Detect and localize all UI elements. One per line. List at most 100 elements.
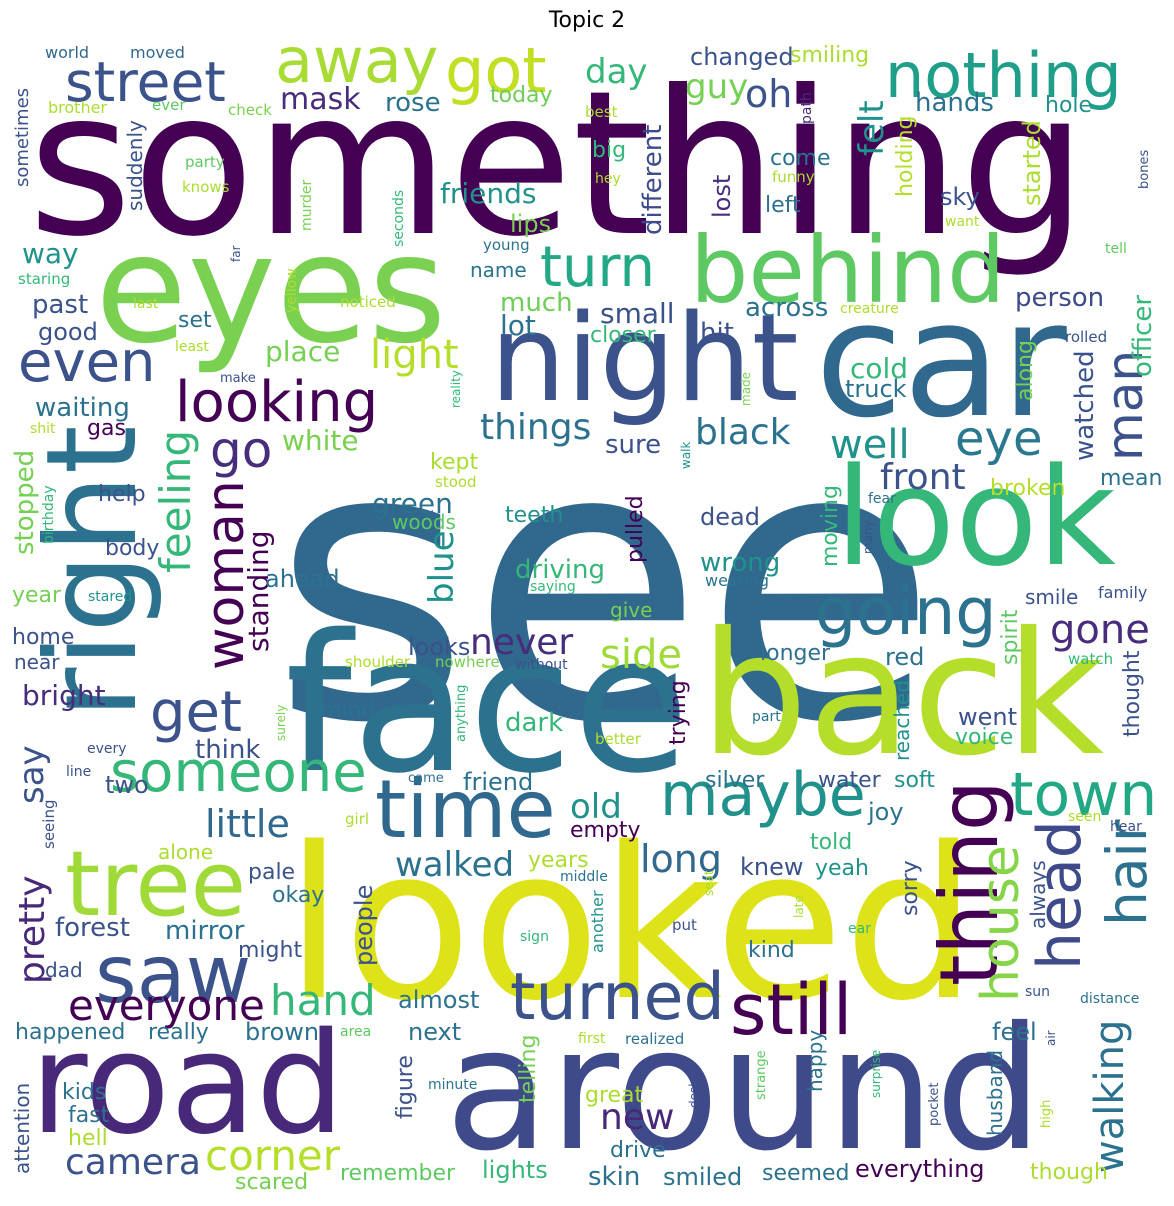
word-cloud: something see looked face back eyes car night lo… xyxy=(0,38,1174,1206)
word-okay: okay xyxy=(272,883,325,908)
word-want: want xyxy=(945,214,980,230)
word-smiling: smiling xyxy=(790,43,870,68)
word-hit: hit xyxy=(700,318,734,348)
word-blue: blue xyxy=(422,530,462,605)
word-stood: stood xyxy=(435,473,477,491)
word-reality: reality xyxy=(449,370,463,408)
word-old: old xyxy=(570,787,622,827)
word-looks: looks xyxy=(408,633,471,661)
word-think: think xyxy=(195,735,261,765)
word-eyes: eyes xyxy=(95,203,447,377)
word-felt: felt xyxy=(852,100,892,156)
word-across: across xyxy=(745,293,829,323)
word-saw: saw xyxy=(95,928,252,1021)
word-fear: fear xyxy=(868,491,896,507)
word-lights: lights xyxy=(482,1156,548,1184)
word-never: never xyxy=(470,622,574,663)
word-pocket: pocket xyxy=(927,1082,942,1126)
word-least: least xyxy=(175,339,209,355)
word-eye: eye xyxy=(955,411,1043,467)
word-sure: sure xyxy=(605,430,662,460)
word-alone: alone xyxy=(158,840,214,864)
word-behind: behind xyxy=(690,217,1006,324)
word-going: going xyxy=(815,575,997,650)
word-really: really xyxy=(148,1020,209,1045)
word-telling: telling xyxy=(516,1034,541,1103)
word-watched: watched xyxy=(1070,350,1100,461)
word-staring: staring xyxy=(18,270,71,288)
word-woods: woods xyxy=(392,510,456,534)
word-changed: changed xyxy=(690,43,794,71)
word-smile: smile xyxy=(1025,585,1079,609)
word-lost: lost xyxy=(708,174,736,218)
word-thought: thought xyxy=(1120,650,1145,737)
word-lips: lips xyxy=(510,210,552,238)
word-though: though xyxy=(1030,1160,1108,1185)
word-gone: gone xyxy=(1050,607,1150,653)
word-great: great xyxy=(585,1083,644,1108)
word-someone: someone xyxy=(110,740,367,805)
word-silver: silver xyxy=(705,768,765,793)
word-spirit: spirit xyxy=(998,609,1023,665)
word-best: best xyxy=(585,103,618,121)
word-girl: girl xyxy=(345,810,370,828)
word-told: told xyxy=(810,830,853,855)
word-say: say xyxy=(12,745,52,804)
word-car: car xyxy=(815,266,1067,453)
word-creature: creature xyxy=(840,301,899,317)
word-go: go xyxy=(210,421,273,479)
word-knew: knew xyxy=(740,853,804,881)
word-different: different xyxy=(638,124,668,235)
word-camera: camera xyxy=(65,1142,201,1183)
word-years: years xyxy=(528,848,589,873)
word-way: way xyxy=(22,237,79,270)
word-looking: looking xyxy=(175,370,379,435)
word-moved: moved xyxy=(130,43,185,62)
word-attention: attention xyxy=(10,1082,34,1174)
word-feeling: feeling xyxy=(151,429,200,573)
word-kind: kind xyxy=(748,938,795,963)
word-remember: remember xyxy=(340,1161,456,1186)
word-longer: longer xyxy=(760,641,831,666)
word-sky: sky xyxy=(940,183,980,211)
word-hand: hand xyxy=(270,976,376,1025)
word-truck: truck xyxy=(845,375,907,403)
word-noticed: noticed xyxy=(340,293,396,311)
word-lot: lot xyxy=(500,309,536,342)
word-voice: voice xyxy=(955,725,1014,750)
word-skin: skin xyxy=(588,1162,641,1192)
word-gas: gas xyxy=(87,416,126,441)
word-driving: driving xyxy=(515,555,606,585)
word-joy: joy xyxy=(868,798,904,826)
word-back: back xyxy=(700,596,1104,794)
plot-title: Topic 2 xyxy=(548,8,626,33)
word-look: look xyxy=(835,439,1116,596)
word-trying: trying xyxy=(666,680,691,745)
word-happy: happy xyxy=(803,1029,827,1092)
word-mirror: mirror xyxy=(165,916,245,946)
word-big: big xyxy=(592,138,627,163)
word-pulled: pulled xyxy=(623,495,648,563)
word-night: night xyxy=(490,290,799,429)
word-area: area xyxy=(340,1024,372,1040)
word-waiting: waiting xyxy=(35,393,130,423)
word-seat: seat xyxy=(702,870,716,896)
word-teeth: teeth xyxy=(505,503,564,528)
word-surely: surely xyxy=(274,704,288,741)
word-forest: forest xyxy=(55,913,130,943)
word-sometimes: sometimes xyxy=(12,87,33,187)
word-road: road xyxy=(30,1003,345,1166)
word-seconds: seconds xyxy=(391,189,407,247)
word-empty: empty xyxy=(570,818,641,843)
word-kept: kept xyxy=(430,450,479,475)
word-mask: mask xyxy=(280,82,361,117)
word-officer: officer xyxy=(1128,294,1158,377)
word-street: street xyxy=(65,50,226,114)
word-shoulder: shoulder xyxy=(345,653,411,671)
word-saying: saying xyxy=(530,579,576,595)
word-broken: broken xyxy=(990,476,1066,501)
word-maybe: maybe xyxy=(660,760,866,830)
word-give: give xyxy=(610,598,653,622)
word-person: person xyxy=(1015,283,1105,313)
word-holding: holding xyxy=(893,115,918,197)
